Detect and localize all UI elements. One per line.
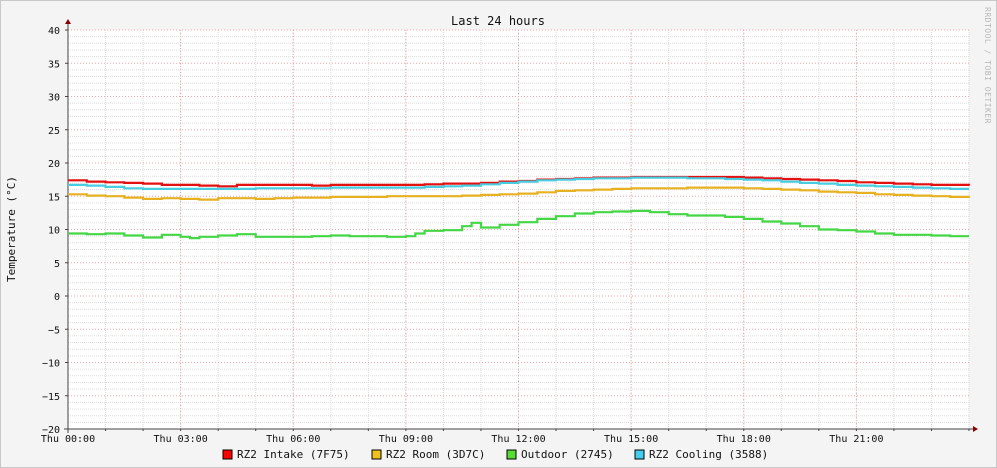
y-tick-label: 10	[48, 226, 60, 237]
y-tick-label: 15	[48, 192, 60, 203]
legend: RZ2 Intake (7F75) RZ2 Room (3D7C) Outdoor …	[222, 448, 768, 461]
legend-swatch	[634, 449, 645, 460]
y-tick-label: −5	[48, 325, 60, 336]
series-lines	[68, 175, 971, 240]
x-tick-label: Thu 03:00	[154, 434, 208, 445]
x-tick-label: Thu 18:00	[717, 434, 771, 445]
legend-swatch	[506, 449, 517, 460]
x-tick-labels: Thu 00:00 Thu 03:00 Thu 06:00 Thu 09:00 Thu …	[41, 434, 884, 445]
y-tick-label: 20	[48, 159, 60, 170]
rrdtool-watermark: RRDTOOL / TOBI OETIKER	[983, 7, 992, 124]
axes	[64, 19, 978, 433]
legend-entry: Outdoor (2745)	[521, 448, 614, 461]
y-tick-label: 5	[54, 259, 60, 270]
x-tick-label: Thu 21:00	[829, 434, 883, 445]
x-tick-label: Thu 15:00	[604, 434, 658, 445]
y-tick-label: −10	[42, 359, 60, 370]
x-axis-arrow	[973, 426, 978, 432]
legend-entry: RZ2 Intake (7F75)	[237, 448, 350, 461]
legend-entry: RZ2 Cooling (3588)	[649, 448, 768, 461]
series-line	[68, 186, 971, 201]
y-tick-label: −15	[42, 392, 60, 403]
legend-swatch	[222, 449, 233, 460]
x-tick-label: Thu 06:00	[266, 434, 320, 445]
legend-entry: RZ2 Room (3D7C)	[386, 448, 485, 461]
y-tick-labels: −20 −15 −10 −5 0 5 10 15 20 25 30 35 40	[42, 26, 60, 436]
x-tick-label: Thu 00:00	[41, 434, 95, 445]
x-tick-label: Thu 09:00	[379, 434, 433, 445]
series-line	[68, 209, 969, 240]
series-line	[68, 176, 969, 190]
y-tick-label: 25	[48, 126, 60, 137]
y-axis-arrow	[65, 19, 71, 24]
chart-title: Last 24 hours	[451, 14, 545, 28]
y-tick-label: 35	[48, 59, 60, 70]
x-tick-label: Thu 12:00	[491, 434, 545, 445]
y-tick-label: 40	[48, 26, 60, 37]
y-axis-label: Temperature (°C)	[5, 176, 18, 282]
y-tick-label: −20	[42, 425, 60, 436]
legend-swatch	[371, 449, 382, 460]
y-tick-label: 0	[54, 292, 60, 303]
y-tick-label: 30	[48, 93, 60, 104]
